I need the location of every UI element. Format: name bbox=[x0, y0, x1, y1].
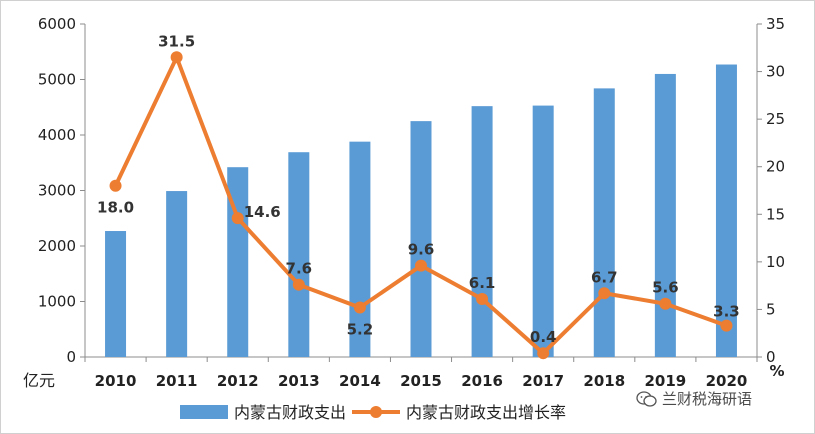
bar bbox=[288, 152, 310, 357]
x-tick-label: 2014 bbox=[339, 372, 381, 390]
x-tick-label: 2015 bbox=[400, 372, 442, 390]
line-point bbox=[170, 51, 183, 64]
data-label: 18.0 bbox=[97, 199, 134, 217]
x-tick-label: 2020 bbox=[706, 372, 748, 390]
data-label: 6.7 bbox=[591, 268, 618, 286]
legend-bar-label: 内蒙古财政支出 bbox=[234, 403, 346, 422]
line-point bbox=[109, 179, 122, 192]
data-label: 14.6 bbox=[244, 203, 281, 221]
line-point bbox=[537, 347, 550, 360]
line-point bbox=[353, 301, 366, 314]
line-point bbox=[415, 259, 427, 272]
line-point bbox=[476, 292, 489, 305]
x-tick-label: 2013 bbox=[278, 372, 320, 390]
x-tick-label: 2017 bbox=[522, 372, 564, 390]
left-axis-unit: 亿元 bbox=[23, 371, 55, 390]
data-label: 31.5 bbox=[158, 32, 195, 50]
wechat-icon bbox=[636, 390, 657, 407]
x-tick-label: 2012 bbox=[217, 372, 259, 390]
data-label: 6.1 bbox=[469, 274, 496, 292]
bar bbox=[166, 191, 188, 357]
right-tick-label: 30 bbox=[766, 63, 785, 81]
x-tick-label: 2010 bbox=[95, 372, 137, 390]
legend-line-label: 内蒙古财政支出增长率 bbox=[406, 403, 566, 422]
bar bbox=[593, 88, 615, 357]
line-point bbox=[598, 287, 611, 300]
right-tick-label: 0 bbox=[766, 348, 776, 366]
bar bbox=[471, 106, 493, 357]
x-tick-label: 2019 bbox=[644, 372, 686, 390]
bar bbox=[532, 105, 554, 358]
bar bbox=[227, 167, 249, 357]
left-tick-label: 2000 bbox=[38, 237, 76, 255]
line-point bbox=[292, 278, 305, 291]
right-axis-unit: % bbox=[769, 362, 784, 380]
x-tick-label: 2016 bbox=[461, 372, 503, 390]
line-point bbox=[720, 319, 733, 332]
right-tick-label: 35 bbox=[766, 15, 785, 33]
legend-line-marker bbox=[370, 406, 382, 418]
left-tick-label: 4000 bbox=[38, 126, 76, 144]
data-label: 9.6 bbox=[408, 241, 435, 259]
legend-bar-swatch bbox=[180, 405, 228, 419]
right-tick-label: 25 bbox=[766, 110, 785, 128]
bar bbox=[105, 231, 127, 357]
data-label: 3.3 bbox=[713, 303, 740, 321]
data-label: 5.6 bbox=[652, 279, 679, 297]
watermark-text: 兰财税海研语 bbox=[662, 390, 753, 408]
right-tick-label: 5 bbox=[766, 300, 776, 318]
x-tick-label: 2011 bbox=[156, 372, 198, 390]
bar bbox=[715, 64, 737, 357]
left-tick-label: 5000 bbox=[38, 71, 76, 89]
watermark: 兰财税海研语 bbox=[636, 388, 752, 409]
data-label: 0.4 bbox=[530, 328, 557, 346]
data-label: 5.2 bbox=[347, 321, 374, 339]
left-tick-label: 3000 bbox=[38, 182, 76, 200]
right-tick-label: 10 bbox=[766, 253, 785, 271]
bar bbox=[654, 73, 676, 357]
right-tick-label: 15 bbox=[766, 205, 785, 223]
right-tick-label: 20 bbox=[766, 158, 785, 176]
left-tick-label: 0 bbox=[66, 348, 76, 366]
left-tick-label: 6000 bbox=[38, 15, 76, 33]
x-tick-label: 2018 bbox=[583, 372, 625, 390]
line-point bbox=[231, 212, 244, 225]
line-point bbox=[659, 297, 672, 310]
data-label: 7.6 bbox=[286, 260, 313, 278]
bar bbox=[410, 121, 432, 357]
left-tick-label: 1000 bbox=[38, 293, 76, 311]
